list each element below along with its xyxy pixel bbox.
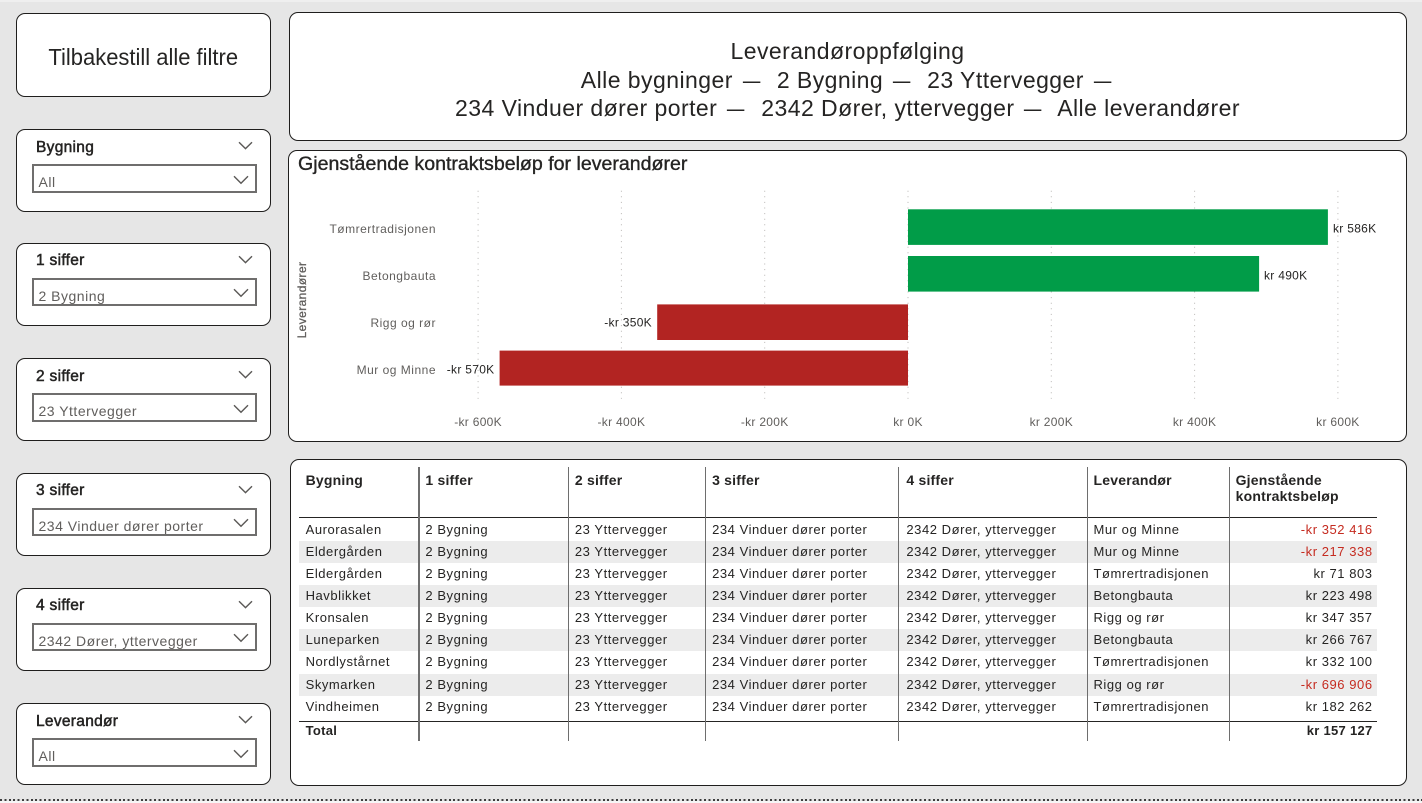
svg-text:Rigg og rør: Rigg og rør [370,316,436,330]
svg-text:Betongbauta: Betongbauta [362,269,436,283]
svg-text:kr 490K: kr 490K [1264,268,1307,282]
svg-text:kr 586K: kr 586K [1333,221,1376,235]
svg-text:kr 0K: kr 0K [893,415,923,429]
svg-text:kr 600K: kr 600K [1316,415,1359,429]
svg-text:-kr 600K: -kr 600K [454,415,502,429]
svg-text:kr 400K: kr 400K [1172,415,1215,429]
svg-text:-kr 400K: -kr 400K [597,415,645,429]
svg-text:-kr 350K: -kr 350K [604,315,652,329]
svg-text:Leverandører: Leverandører [295,261,309,338]
svg-text:Mur og Minne: Mur og Minne [356,363,435,377]
svg-text:Tømrertradisjonen: Tømrertradisjonen [329,222,436,236]
svg-text:-kr 570K: -kr 570K [446,362,494,376]
svg-text:kr 200K: kr 200K [1029,415,1072,429]
svg-text:-kr 200K: -kr 200K [740,415,788,429]
